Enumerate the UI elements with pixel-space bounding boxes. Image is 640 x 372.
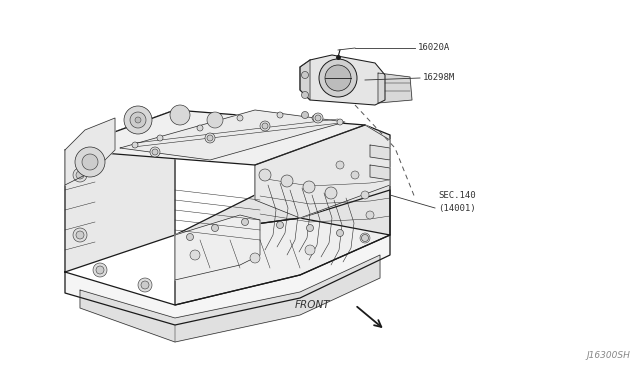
Circle shape bbox=[301, 71, 308, 78]
Polygon shape bbox=[175, 125, 390, 235]
Text: FRONT: FRONT bbox=[294, 300, 330, 310]
Circle shape bbox=[325, 65, 351, 91]
Circle shape bbox=[93, 263, 107, 277]
Circle shape bbox=[197, 125, 203, 131]
Circle shape bbox=[124, 106, 152, 134]
Circle shape bbox=[337, 119, 343, 125]
Circle shape bbox=[157, 135, 163, 141]
Circle shape bbox=[351, 171, 359, 179]
Circle shape bbox=[319, 59, 357, 97]
Circle shape bbox=[82, 154, 98, 170]
Polygon shape bbox=[120, 110, 345, 160]
Polygon shape bbox=[65, 110, 365, 165]
Polygon shape bbox=[370, 165, 390, 180]
Polygon shape bbox=[65, 235, 390, 325]
Polygon shape bbox=[65, 110, 175, 272]
Circle shape bbox=[241, 218, 248, 225]
Circle shape bbox=[75, 147, 105, 177]
Circle shape bbox=[250, 253, 260, 263]
Circle shape bbox=[186, 234, 193, 241]
Circle shape bbox=[325, 187, 337, 199]
Circle shape bbox=[170, 105, 190, 125]
Circle shape bbox=[305, 245, 315, 255]
Circle shape bbox=[301, 92, 308, 99]
Circle shape bbox=[313, 113, 323, 123]
Circle shape bbox=[205, 133, 215, 143]
Circle shape bbox=[150, 147, 160, 157]
Polygon shape bbox=[80, 255, 380, 342]
Circle shape bbox=[315, 115, 321, 121]
Text: 16298M: 16298M bbox=[423, 74, 455, 83]
Circle shape bbox=[360, 233, 370, 243]
Circle shape bbox=[76, 171, 84, 179]
Circle shape bbox=[96, 266, 104, 274]
Circle shape bbox=[337, 230, 344, 237]
Circle shape bbox=[73, 228, 87, 242]
Polygon shape bbox=[65, 118, 115, 185]
Circle shape bbox=[130, 112, 146, 128]
Circle shape bbox=[207, 135, 213, 141]
Circle shape bbox=[141, 281, 149, 289]
Circle shape bbox=[152, 149, 158, 155]
Circle shape bbox=[135, 117, 141, 123]
Circle shape bbox=[307, 224, 314, 231]
Circle shape bbox=[301, 112, 308, 119]
Circle shape bbox=[262, 123, 268, 129]
Polygon shape bbox=[175, 190, 390, 305]
Circle shape bbox=[73, 168, 87, 182]
Polygon shape bbox=[175, 215, 260, 280]
Circle shape bbox=[259, 169, 271, 181]
Circle shape bbox=[211, 224, 218, 231]
Circle shape bbox=[132, 142, 138, 148]
Text: J16300SH: J16300SH bbox=[586, 351, 630, 360]
Circle shape bbox=[312, 115, 318, 121]
Circle shape bbox=[336, 161, 344, 169]
Polygon shape bbox=[378, 73, 412, 103]
Polygon shape bbox=[255, 125, 390, 218]
Circle shape bbox=[362, 234, 369, 241]
Circle shape bbox=[303, 181, 315, 193]
Circle shape bbox=[260, 121, 270, 131]
Text: SEC.140: SEC.140 bbox=[438, 191, 476, 200]
Circle shape bbox=[237, 115, 243, 121]
Circle shape bbox=[138, 278, 152, 292]
Polygon shape bbox=[300, 55, 385, 105]
Text: (14001): (14001) bbox=[438, 204, 476, 213]
Circle shape bbox=[276, 221, 284, 228]
Circle shape bbox=[361, 191, 369, 199]
Text: 16020A: 16020A bbox=[418, 44, 451, 52]
Polygon shape bbox=[370, 145, 390, 160]
Circle shape bbox=[366, 211, 374, 219]
Circle shape bbox=[76, 231, 84, 239]
Polygon shape bbox=[300, 60, 310, 100]
Circle shape bbox=[281, 175, 293, 187]
Circle shape bbox=[277, 112, 283, 118]
Circle shape bbox=[190, 250, 200, 260]
Circle shape bbox=[207, 112, 223, 128]
